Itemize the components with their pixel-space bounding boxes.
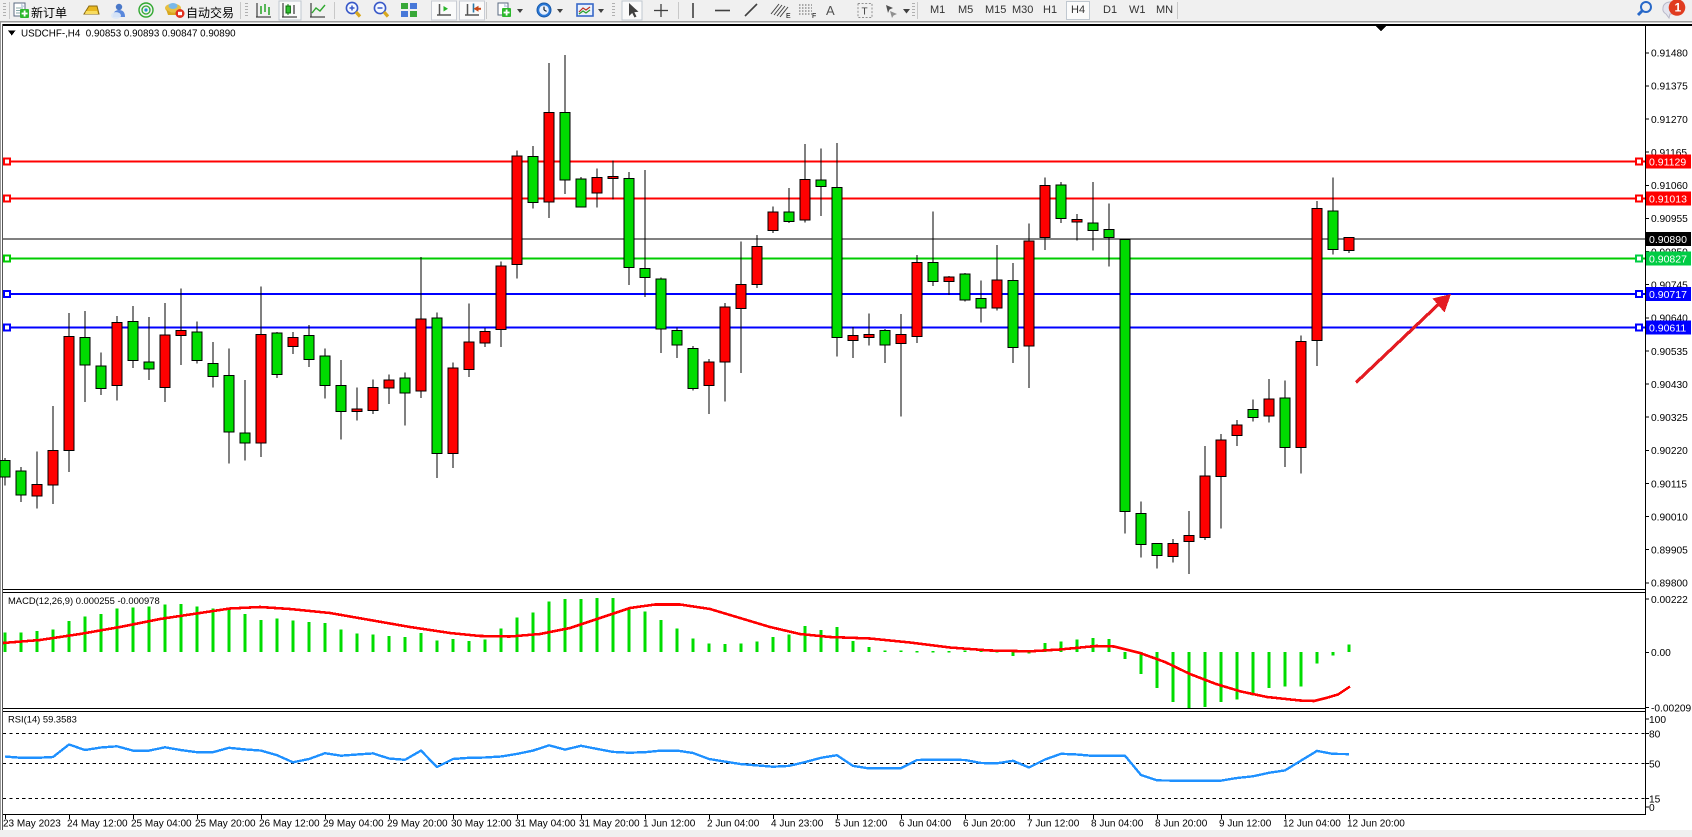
svg-text:31 May 04:00: 31 May 04:00	[515, 819, 576, 830]
svg-text:100: 100	[1649, 715, 1666, 726]
svg-text:A: A	[826, 3, 835, 18]
svg-text:0.90325: 0.90325	[1651, 413, 1688, 424]
svg-text:USDCHF-,H4 0.90853 0.90893 0.: USDCHF-,H4 0.90853 0.90893 0.90847 0.908…	[21, 29, 236, 40]
svg-text:0.90717: 0.90717	[1649, 289, 1687, 301]
svg-text:8 Jun 20:00: 8 Jun 20:00	[1155, 819, 1208, 830]
svg-text:E: E	[786, 13, 791, 20]
svg-text:29 May 20:00: 29 May 20:00	[387, 819, 448, 830]
svg-text:50: 50	[1649, 759, 1661, 770]
svg-text:4 Jun 23:00: 4 Jun 23:00	[771, 819, 824, 830]
svg-text:2 Jun 04:00: 2 Jun 04:00	[707, 819, 760, 830]
svg-text:12 Jun 20:00: 12 Jun 20:00	[1347, 819, 1405, 830]
svg-text:31 May 20:00: 31 May 20:00	[579, 819, 640, 830]
svg-text:0.90745: 0.90745	[1651, 281, 1688, 292]
svg-text:F: F	[812, 13, 816, 20]
svg-text:MACD(12,26,9) 0.000255 -0.0009: MACD(12,26,9) 0.000255 -0.000978	[8, 595, 160, 606]
svg-text:RSI(14) 59.3583: RSI(14) 59.3583	[8, 714, 77, 725]
svg-text:8 Jun 04:00: 8 Jun 04:00	[1091, 819, 1144, 830]
svg-text:0.00: 0.00	[1651, 648, 1671, 659]
svg-text:T: T	[862, 7, 868, 18]
svg-text:0.91129: 0.91129	[1649, 157, 1686, 169]
svg-text:0.90220: 0.90220	[1651, 446, 1688, 457]
svg-text:0.90955: 0.90955	[1651, 214, 1688, 225]
svg-text:0.90535: 0.90535	[1651, 347, 1688, 358]
svg-text:0.91165: 0.91165	[1651, 148, 1687, 159]
svg-text:0.91060: 0.91060	[1651, 181, 1688, 192]
svg-text:15: 15	[1649, 794, 1661, 805]
svg-text:0.90115: 0.90115	[1651, 479, 1687, 490]
svg-text:0.90640: 0.90640	[1651, 314, 1688, 325]
svg-text:29 May 04:00: 29 May 04:00	[323, 819, 384, 830]
svg-text:0: 0	[1649, 803, 1655, 814]
svg-text:24 May 12:00: 24 May 12:00	[67, 819, 128, 830]
svg-text:5 Jun 12:00: 5 Jun 12:00	[835, 819, 888, 830]
svg-text:7 Jun 12:00: 7 Jun 12:00	[1027, 819, 1080, 830]
svg-text:9 Jun 12:00: 9 Jun 12:00	[1219, 819, 1272, 830]
svg-text:0.90611: 0.90611	[1649, 323, 1686, 335]
svg-text:0.90430: 0.90430	[1651, 380, 1688, 391]
svg-text:0.89905: 0.89905	[1651, 546, 1688, 557]
svg-text:0.90827: 0.90827	[1649, 254, 1687, 266]
svg-text:0.00222: 0.00222	[1651, 595, 1688, 606]
svg-text:0.91375: 0.91375	[1651, 82, 1688, 93]
svg-text:6 Jun 04:00: 6 Jun 04:00	[899, 819, 952, 830]
svg-text:0.89800: 0.89800	[1651, 579, 1688, 590]
svg-text:0.90890: 0.90890	[1649, 234, 1687, 246]
svg-text:1 Jun 12:00: 1 Jun 12:00	[643, 819, 696, 830]
svg-text:0.90010: 0.90010	[1651, 512, 1688, 523]
svg-text:25 May 20:00: 25 May 20:00	[195, 819, 256, 830]
svg-text:6 Jun 20:00: 6 Jun 20:00	[963, 819, 1016, 830]
svg-text:80: 80	[1649, 729, 1661, 740]
svg-text:23 May 2023: 23 May 2023	[3, 819, 61, 830]
svg-text:25 May 04:00: 25 May 04:00	[131, 819, 192, 830]
svg-text:26 May 12:00: 26 May 12:00	[259, 819, 320, 830]
svg-text:30 May 12:00: 30 May 12:00	[451, 819, 512, 830]
svg-text:-0.00209: -0.00209	[1651, 703, 1692, 714]
svg-text:0.91270: 0.91270	[1651, 115, 1688, 126]
svg-text:0.91480: 0.91480	[1651, 49, 1688, 60]
svg-text:12 Jun 04:00: 12 Jun 04:00	[1283, 819, 1341, 830]
svg-text:0.91013: 0.91013	[1649, 194, 1687, 206]
svg-text:1: 1	[1675, 1, 1682, 15]
